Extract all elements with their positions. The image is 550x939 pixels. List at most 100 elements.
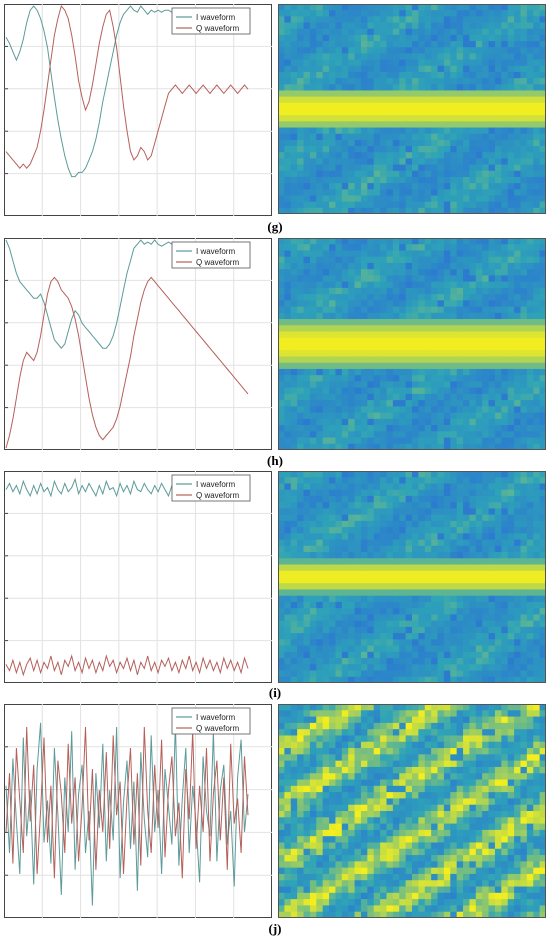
heatmap-cell (520, 577, 528, 584)
heatmap-cell (437, 65, 445, 73)
heatmap-cell (437, 520, 445, 528)
heatmap-cell (456, 527, 464, 534)
heatmap-cell (501, 779, 509, 787)
heatmap-cell (424, 300, 432, 307)
heatmap-cell (533, 704, 541, 711)
heatmap-cell (431, 158, 438, 165)
heatmap-cell (278, 545, 285, 553)
heatmap-cell (373, 300, 381, 307)
heatmap-cell (418, 319, 426, 326)
heatmap-cell (367, 589, 375, 597)
heatmap-cell (386, 495, 394, 503)
heatmap-cell (354, 608, 362, 615)
heatmap-cell (316, 477, 324, 484)
heatmap-cell (539, 670, 546, 678)
heatmap-cell (399, 176, 407, 184)
heatmap-cell (341, 195, 349, 203)
heatmap-cell (526, 244, 534, 251)
heatmap-cell (380, 4, 387, 11)
heatmap-cell (367, 508, 375, 516)
heatmap-cell (290, 158, 298, 165)
heatmap-cell (507, 676, 515, 683)
heatmap-cell (399, 589, 407, 597)
heatmap-cell (278, 552, 285, 559)
heatmap-cell (367, 331, 375, 339)
heatmap-cell (290, 406, 298, 413)
heatmap-cell (392, 760, 400, 768)
heatmap-cell (399, 65, 407, 73)
heatmap-cell (539, 664, 546, 671)
heatmap-cell (322, 84, 330, 91)
heatmap-cell (488, 620, 496, 628)
heatmap-cell (501, 269, 509, 276)
heatmap-cell (450, 10, 458, 17)
heatmap-cell (514, 22, 521, 30)
heatmap-cell (507, 90, 515, 98)
heatmap-cell (482, 502, 489, 509)
heatmap-cell (520, 238, 528, 245)
heatmap-cell (482, 312, 489, 320)
heatmap-cell (526, 393, 534, 401)
heatmap-cell (367, 244, 375, 251)
heatmap-cell (284, 183, 292, 190)
heatmap-cell (450, 583, 458, 590)
heatmap-cell (533, 368, 541, 376)
heatmap-cell (482, 362, 489, 370)
heatmap-cell (405, 443, 413, 450)
heatmap-cell (418, 170, 426, 178)
heatmap-cell (450, 754, 458, 762)
heatmap-cell (539, 65, 546, 73)
heatmap-cell (309, 412, 317, 420)
heatmap-cell (360, 201, 368, 209)
heatmap-cell (463, 344, 470, 351)
heatmap-cell (507, 28, 515, 36)
heatmap-cell (360, 207, 368, 214)
heatmap-cell (539, 443, 546, 450)
heatmap-cell (418, 785, 426, 793)
heatmap-cell (456, 331, 464, 339)
heatmap-cell (437, 716, 445, 724)
heatmap-cell (456, 102, 464, 110)
heatmap-cell (463, 34, 470, 42)
heatmap-cell (297, 312, 304, 320)
heatmap-cell (303, 722, 311, 730)
heatmap-cell (329, 368, 336, 376)
heatmap-cell (501, 741, 509, 749)
heatmap-cell (443, 65, 451, 73)
heatmap-cell (412, 704, 419, 711)
heatmap-cell (520, 152, 528, 159)
heatmap-cell (469, 412, 477, 420)
heatmap-cell (488, 664, 496, 671)
heatmap-cell (354, 387, 362, 395)
heatmap-cell (533, 90, 541, 98)
heatmap-cell (297, 626, 304, 634)
heatmap-cell (463, 300, 470, 307)
heatmap-cell (424, 350, 432, 357)
heatmap-cell (475, 152, 483, 159)
heatmap-cell (520, 96, 528, 104)
heatmap-cell (514, 238, 521, 245)
heatmap-cell (284, 344, 292, 351)
heatmap-cell (469, 760, 477, 768)
heatmap-cell (297, 115, 304, 122)
heatmap-cell (418, 381, 426, 389)
heatmap-cell (475, 170, 483, 178)
heatmap-cell (475, 41, 483, 48)
heatmap-cell (303, 437, 311, 445)
heatmap-cell (348, 287, 355, 295)
heatmap-cell (514, 495, 521, 503)
heatmap-cell (431, 645, 438, 653)
heatmap-cell (488, 583, 496, 590)
legend-entry: Q waveform (196, 724, 239, 733)
heatmap-cell (309, 760, 317, 768)
heatmap-cell (424, 651, 432, 659)
heatmap-cell (520, 109, 528, 116)
heatmap-cell (520, 275, 528, 283)
heatmap-cell (418, 306, 426, 314)
heatmap-cell (431, 238, 438, 245)
heatmap-cell (316, 552, 324, 559)
heatmap-cell (526, 312, 534, 320)
heatmap-cell (354, 773, 362, 780)
heatmap-cell (526, 84, 534, 91)
